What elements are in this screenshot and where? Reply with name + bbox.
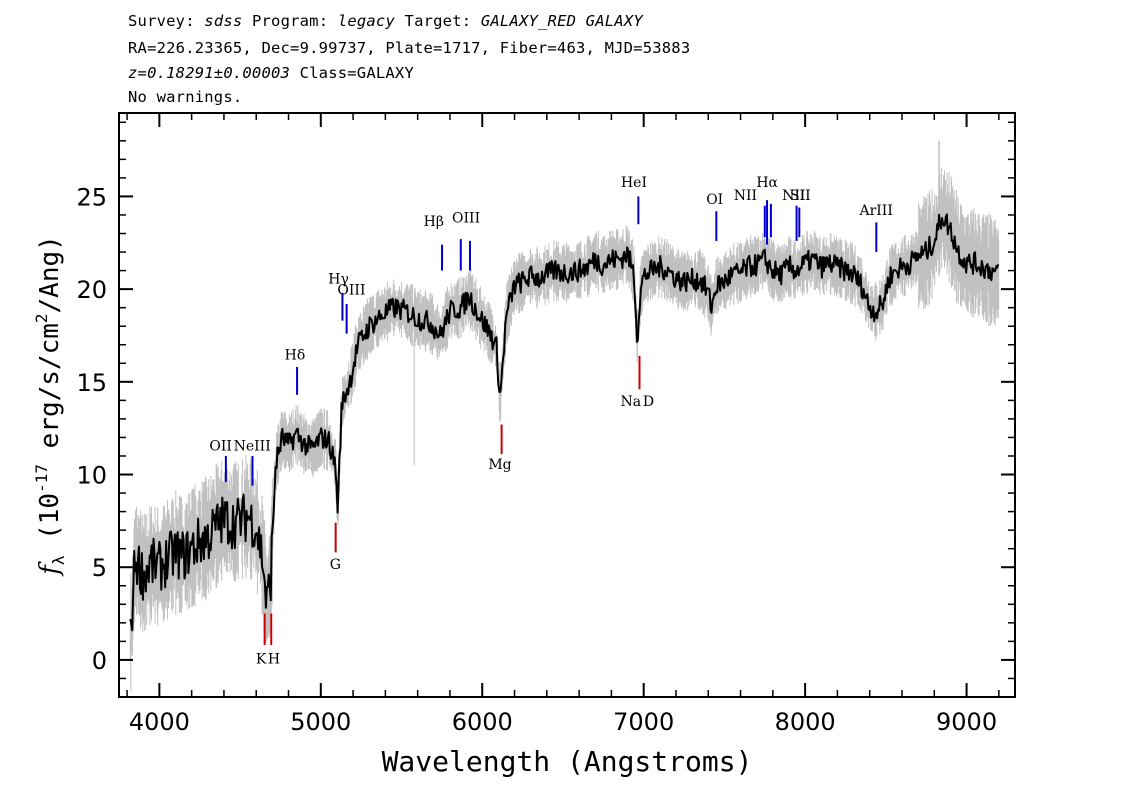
header-line-1: Survey: sdss Program: legacy Target: GAL… <box>128 12 643 30</box>
x-tick-label: 5000 <box>290 708 351 736</box>
x-tick-label: 9000 <box>936 708 997 736</box>
line-label: NeIII <box>234 438 271 454</box>
survey-value: sdss <box>204 12 243 30</box>
x-tick-label: 6000 <box>452 708 513 736</box>
line-label: NII <box>782 188 805 204</box>
flux-error-band <box>129 140 1000 692</box>
y-tick-label: 5 <box>92 554 107 582</box>
x-tick-label: 4000 <box>129 708 190 736</box>
header-line-3: z=0.18291±0.00003 Class=GALAXY <box>128 64 414 82</box>
line-label: OII <box>209 438 232 454</box>
y-tick-label: 15 <box>76 369 107 397</box>
survey-label: Survey: <box>128 12 195 30</box>
header-coords: RA=226.23365, Dec=9.99737, Plate=1717, F… <box>128 39 691 57</box>
y-tick-label: 10 <box>76 462 107 490</box>
flux-series <box>129 213 1000 632</box>
line-label: G <box>330 557 341 573</box>
line-label: ArIII <box>858 203 892 219</box>
axis-ticks: 4000 5000 6000 7000 8000 9000 0 5 10 15 20 25 <box>76 113 1015 736</box>
line-label: Hα <box>756 175 778 191</box>
line-label: Na <box>620 394 641 410</box>
flux-line <box>129 213 1000 632</box>
line-label: SII <box>790 188 811 204</box>
line-label: NII <box>734 188 757 204</box>
line-label: Hδ <box>285 348 306 364</box>
target-value: GALAXY_RED GALAXY <box>480 12 643 30</box>
program-value: legacy <box>337 12 395 30</box>
class-value: Class=GALAXY <box>299 64 414 82</box>
x-tick-label: 8000 <box>775 708 836 736</box>
line-label: OI <box>706 192 723 208</box>
line-label: H <box>268 652 280 668</box>
target-label: Target: <box>404 12 472 30</box>
program-label: Program: <box>251 12 329 30</box>
x-tick-label: 7000 <box>613 708 674 736</box>
y-axis-label: fλ (10-17 erg/s/cm2/Ang) <box>32 235 68 577</box>
line-label: K <box>256 652 267 668</box>
flux-noise-path <box>129 168 1000 692</box>
spectral-line-markers <box>224 196 878 646</box>
line-label: D <box>643 394 654 410</box>
line-label: Hβ <box>424 214 444 230</box>
line-label: OIII <box>452 210 480 226</box>
y-tick-label: 20 <box>76 276 107 304</box>
y-tick-label: 0 <box>92 647 107 675</box>
line-label: Hγ <box>328 272 349 288</box>
redshift-value: z=0.18291±0.00003 <box>128 64 291 82</box>
line-label: OIII <box>337 283 365 299</box>
x-axis-label: Wavelength (Angstroms) <box>382 745 753 778</box>
header-warnings: No warnings. <box>128 88 243 106</box>
y-tick-label: 25 <box>76 183 107 211</box>
plot-frame <box>118 112 1016 698</box>
line-label: HeI <box>621 175 647 191</box>
line-label: Mg <box>488 457 511 473</box>
